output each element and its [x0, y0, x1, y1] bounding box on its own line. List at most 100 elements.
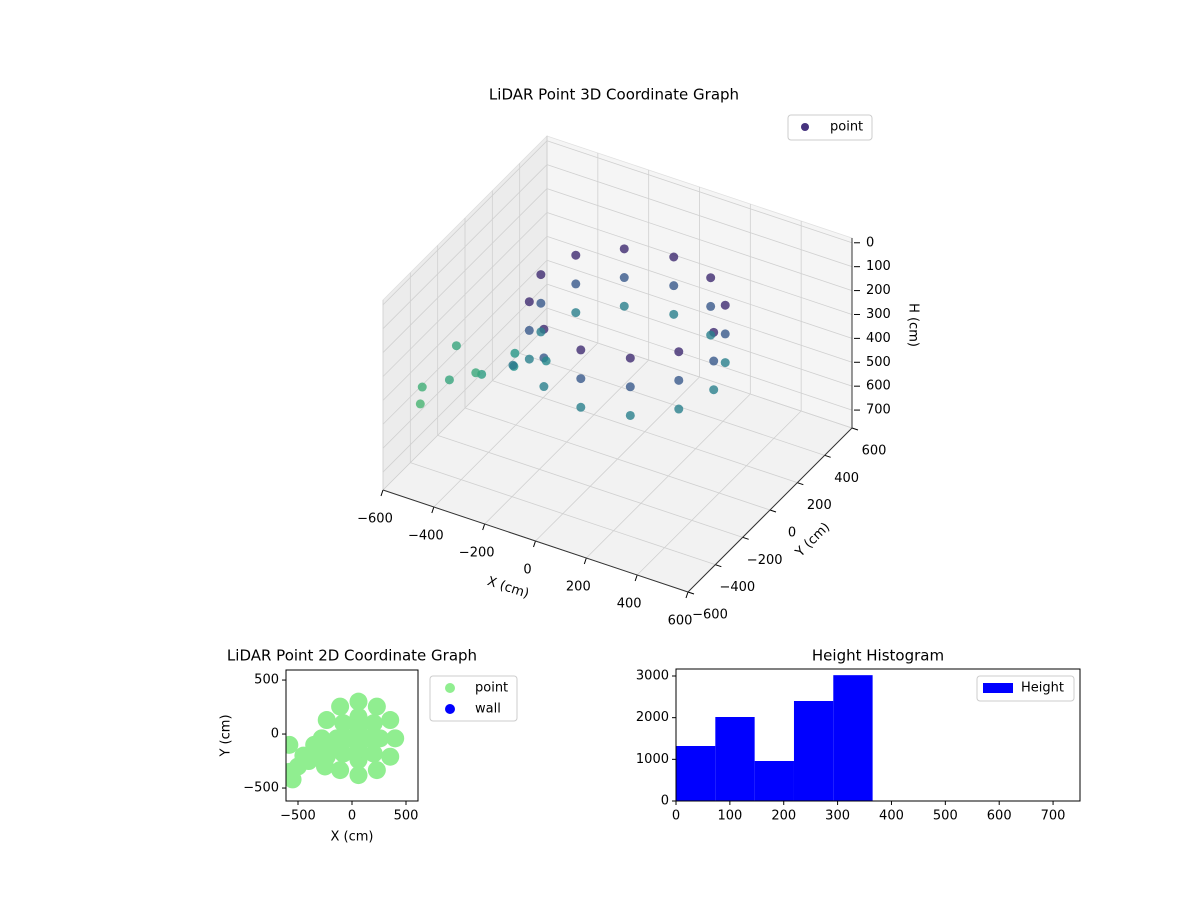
x-tick-label: 200 — [566, 580, 591, 595]
z-tick-label: 700 — [866, 403, 891, 418]
data-point — [625, 353, 635, 363]
tick-mark — [715, 564, 722, 568]
tick-mark — [797, 482, 804, 486]
grid-line — [410, 462, 716, 566]
data-point — [571, 250, 581, 260]
grid-line — [382, 188, 548, 353]
data-point — [706, 330, 716, 340]
histogram-bar — [715, 717, 755, 801]
z-tick-label: 100 — [866, 259, 891, 274]
z-tick-label: 600 — [866, 379, 891, 394]
x-axis-line — [382, 489, 689, 593]
x-tick-label: 700 — [1041, 809, 1066, 824]
plot-area — [286, 692, 405, 789]
y-tick-label: 200 — [807, 498, 832, 513]
data-point — [625, 382, 635, 392]
axes-frame — [675, 668, 1081, 802]
data-point — [381, 747, 400, 766]
legend-label: point — [830, 120, 863, 135]
histogram-bar — [754, 761, 794, 801]
grid-line — [382, 307, 548, 473]
axes-frame — [285, 669, 419, 802]
legend-marker — [801, 123, 809, 131]
data-point — [415, 399, 425, 409]
x-tick-label: −500 — [280, 809, 316, 824]
tick-mark — [685, 591, 689, 599]
tick-mark — [824, 454, 831, 458]
z-tick-label: 300 — [866, 307, 891, 322]
data-point — [571, 279, 581, 289]
data-point — [669, 252, 679, 262]
x-tick-label: 500 — [933, 809, 958, 824]
tick-mark — [533, 540, 536, 548]
data-point — [524, 325, 534, 335]
y-tick-label: 0 — [661, 794, 669, 809]
histogram-bar — [676, 746, 716, 801]
y-tick-label: 0 — [788, 526, 796, 541]
y-axis-label: Y (cm) — [219, 714, 234, 757]
grid-line — [519, 352, 825, 456]
x-tick-label: −600 — [357, 512, 393, 527]
legend-marker — [445, 683, 455, 693]
data-point — [315, 757, 334, 776]
grid-line — [382, 164, 548, 329]
data-point — [536, 327, 546, 337]
z-tick-label: 200 — [866, 283, 891, 298]
data-point — [706, 301, 716, 311]
data-point — [674, 375, 684, 385]
x-tick-label: −400 — [408, 529, 444, 544]
data-point — [367, 697, 386, 716]
data-point — [367, 761, 386, 780]
grid-line — [437, 434, 743, 538]
legend-label: point — [475, 681, 508, 696]
data-point — [364, 714, 383, 733]
data-point — [709, 385, 719, 395]
data-point — [349, 729, 368, 748]
data-point — [619, 301, 629, 311]
data-point — [510, 348, 520, 358]
x-tick-label: 0 — [672, 809, 680, 824]
x-tick-label: 600 — [668, 614, 693, 629]
data-point — [576, 374, 586, 384]
data-point — [508, 360, 518, 370]
y-tick-label: −500 — [243, 781, 279, 796]
y-axis-line — [687, 427, 853, 593]
tick-mark — [634, 574, 638, 582]
data-point — [334, 714, 353, 733]
grid-line — [382, 236, 548, 401]
z-tick-label: 0 — [866, 235, 874, 250]
data-point — [317, 711, 336, 730]
data-point — [331, 761, 350, 780]
y-tick-label: 2000 — [636, 710, 669, 725]
x-tick-label: 400 — [879, 809, 904, 824]
legend-box — [787, 114, 873, 141]
data-point — [674, 404, 684, 414]
tick-mark — [380, 489, 384, 497]
grid-line — [382, 283, 548, 449]
grid-line — [546, 212, 853, 315]
z-tick-label: 400 — [866, 331, 891, 346]
x-tick-label: 0 — [348, 809, 356, 824]
legend-marker — [445, 704, 455, 714]
grid-line — [546, 140, 853, 244]
data-point — [576, 345, 586, 355]
data-point — [286, 735, 299, 754]
grid-line — [382, 212, 548, 377]
grid-line — [546, 283, 853, 387]
data-point — [386, 729, 405, 748]
tick-mark — [687, 591, 695, 595]
tick-mark — [851, 427, 859, 431]
chart-title: LiDAR Point 3D Coordinate Graph — [489, 86, 739, 104]
y-tick-label: 1000 — [636, 752, 669, 767]
legend-box — [976, 675, 1075, 702]
data-point — [451, 341, 461, 351]
tick-mark — [482, 523, 486, 531]
data-point — [417, 382, 427, 392]
data-point — [364, 744, 383, 763]
data-point — [576, 402, 586, 412]
z-axis-label: H (cm) — [906, 303, 921, 347]
histogram-bar — [833, 675, 873, 801]
data-point — [674, 347, 684, 357]
x-tick-label: 200 — [771, 809, 796, 824]
y-tick-label: −600 — [692, 608, 728, 623]
